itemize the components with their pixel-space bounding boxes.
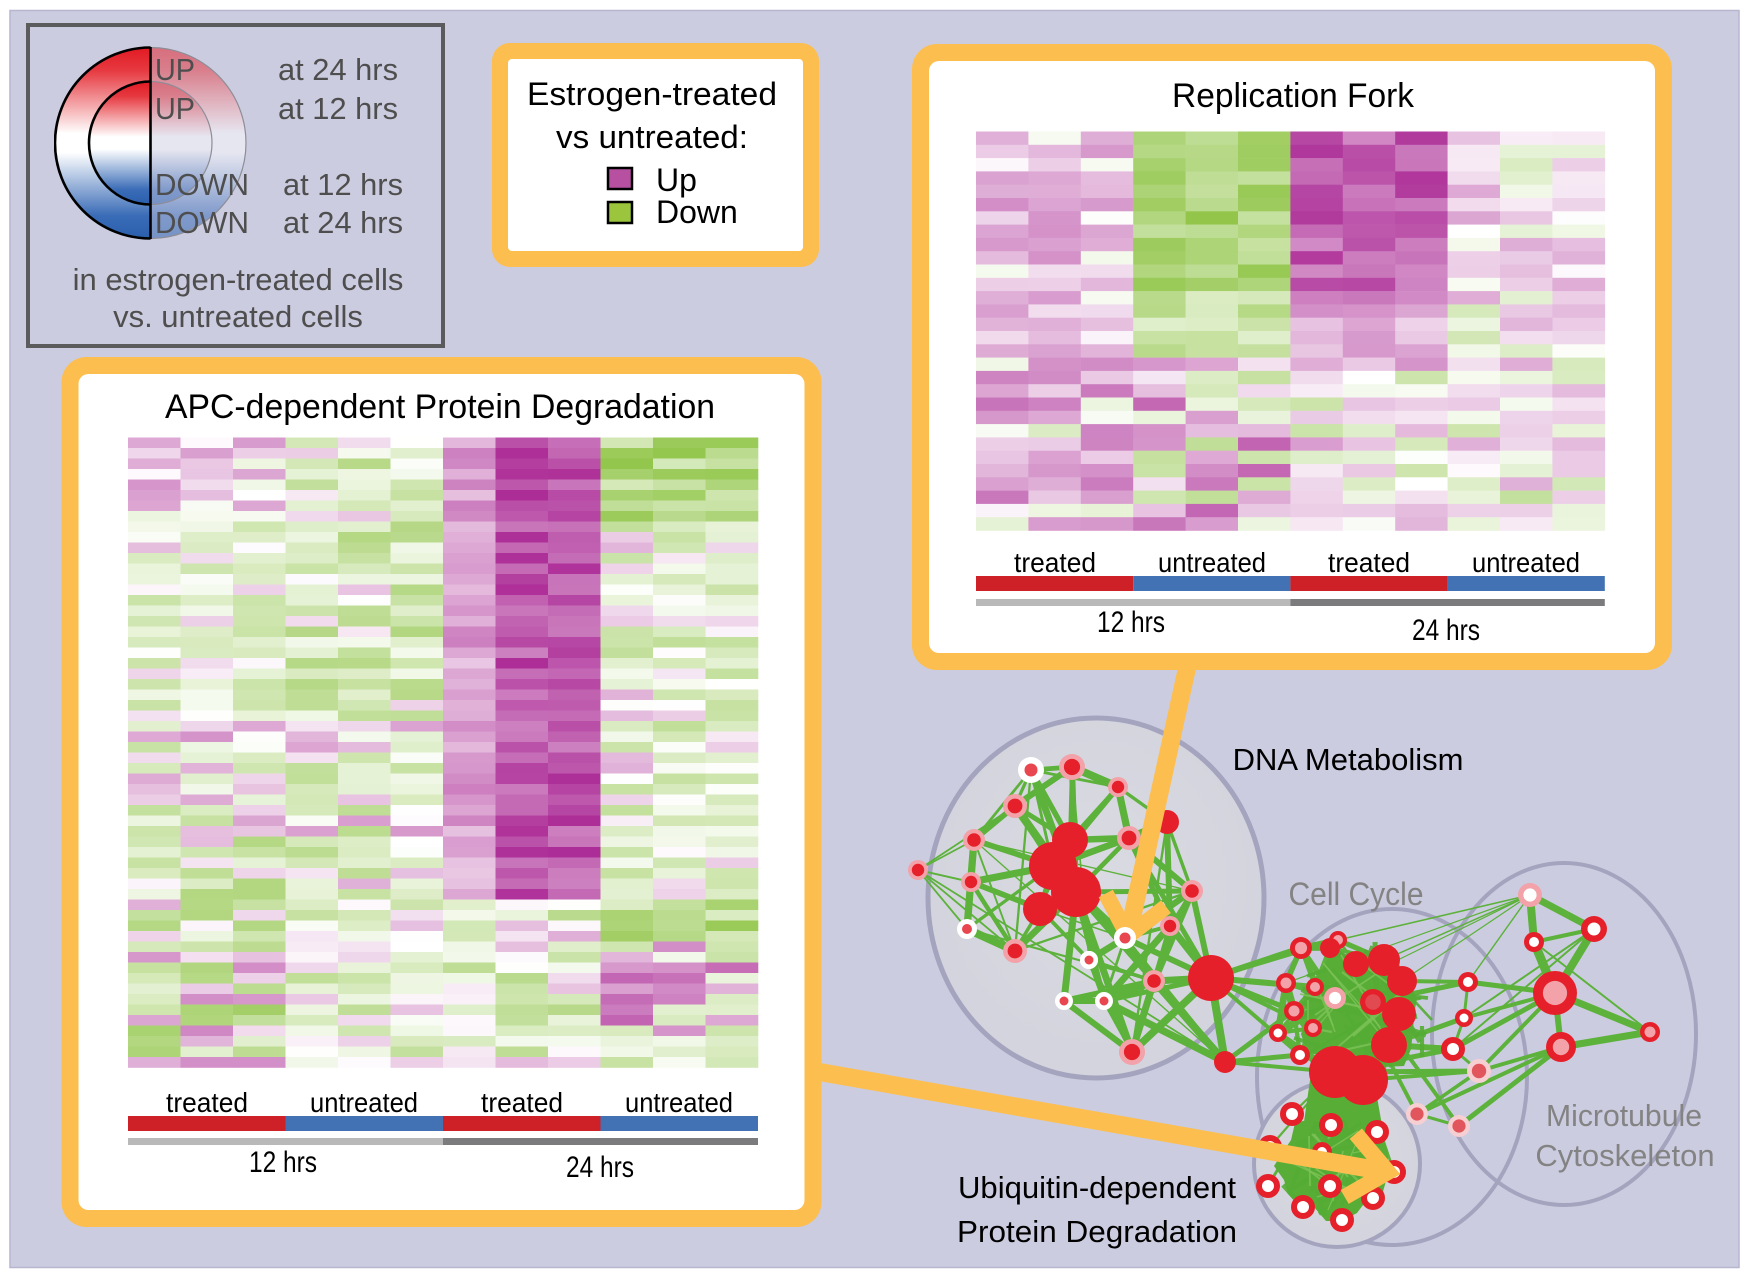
- svg-text:untreated: untreated: [1472, 547, 1580, 578]
- svg-text:at 12 hrs: at 12 hrs: [283, 167, 403, 202]
- svg-text:treated: treated: [481, 1087, 563, 1118]
- svg-text:24 hrs: 24 hrs: [1412, 614, 1480, 647]
- svg-text:Cell Cycle: Cell Cycle: [1289, 876, 1424, 912]
- svg-text:UP: UP: [155, 52, 195, 87]
- svg-text:treated: treated: [1328, 547, 1410, 578]
- svg-text:UP: UP: [155, 91, 195, 126]
- svg-text:Up: Up: [656, 162, 697, 198]
- svg-text:vs. untreated cells: vs. untreated cells: [113, 299, 363, 334]
- svg-text:Replication Fork: Replication Fork: [1172, 77, 1415, 115]
- svg-text:untreated: untreated: [1158, 547, 1266, 578]
- svg-text:Protein Degradation: Protein Degradation: [957, 1214, 1237, 1249]
- svg-text:Cytoskeleton: Cytoskeleton: [1535, 1138, 1714, 1173]
- svg-text:24 hrs: 24 hrs: [566, 1151, 634, 1184]
- svg-text:12 hrs: 12 hrs: [1097, 606, 1165, 639]
- svg-text:untreated: untreated: [310, 1087, 418, 1118]
- svg-text:Ubiquitin-dependent: Ubiquitin-dependent: [958, 1170, 1236, 1205]
- svg-text:Microtubule: Microtubule: [1546, 1098, 1702, 1133]
- svg-text:at 24 hrs: at 24 hrs: [283, 205, 403, 240]
- svg-text:12 hrs: 12 hrs: [249, 1146, 317, 1179]
- svg-text:DOWN: DOWN: [155, 167, 249, 202]
- svg-text:APC-dependent Protein Degradat: APC-dependent Protein Degradation: [165, 388, 715, 426]
- svg-text:treated: treated: [1014, 547, 1096, 578]
- svg-text:treated: treated: [166, 1087, 248, 1118]
- svg-text:at 24 hrs: at 24 hrs: [278, 52, 398, 87]
- svg-text:vs untreated:: vs untreated:: [556, 119, 748, 155]
- svg-text:DOWN: DOWN: [155, 205, 249, 240]
- svg-text:at 12 hrs: at 12 hrs: [278, 91, 398, 126]
- svg-text:DNA Metabolism: DNA Metabolism: [1233, 742, 1464, 777]
- svg-text:Down: Down: [656, 194, 738, 230]
- svg-text:untreated: untreated: [625, 1087, 733, 1118]
- svg-text:Estrogen-treated: Estrogen-treated: [527, 76, 777, 112]
- svg-text:in estrogen-treated cells: in estrogen-treated cells: [73, 262, 404, 297]
